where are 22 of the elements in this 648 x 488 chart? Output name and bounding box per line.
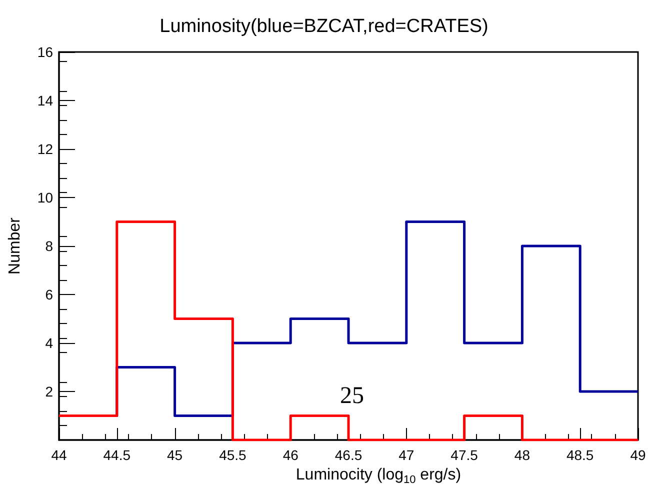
y-tick-label: 4 [45, 335, 54, 351]
y-tick-label: 10 [37, 190, 54, 206]
y-tick-label: 16 [37, 44, 54, 60]
x-tick-label: 46.5 [334, 447, 362, 463]
y-tick-label: 2 [45, 384, 54, 400]
annotation: 25 [340, 383, 364, 409]
x-tick-label: 45 [167, 447, 183, 463]
y-tick-label: 6 [45, 286, 54, 302]
x-tick-label: 47 [398, 447, 414, 463]
y-tick-label: 12 [37, 141, 54, 157]
x-tick-label: 45.5 [219, 447, 247, 463]
y-tick-label: 14 [37, 92, 54, 108]
chart-title: Luminosity(blue=BZCAT,red=CRATES) [160, 16, 488, 37]
x-tick-label: 44.5 [103, 447, 131, 463]
y-axis-title: Number [6, 216, 24, 274]
x-tick-label: 48.5 [566, 447, 594, 463]
x-tick-label: 46 [282, 447, 299, 463]
x-tick-label: 44 [51, 447, 67, 463]
y-tick-label: 8 [45, 238, 54, 254]
x-tick-label: 48 [514, 447, 530, 463]
x-tick-label: 49 [630, 447, 646, 463]
x-tick-label: 47.5 [450, 447, 478, 463]
